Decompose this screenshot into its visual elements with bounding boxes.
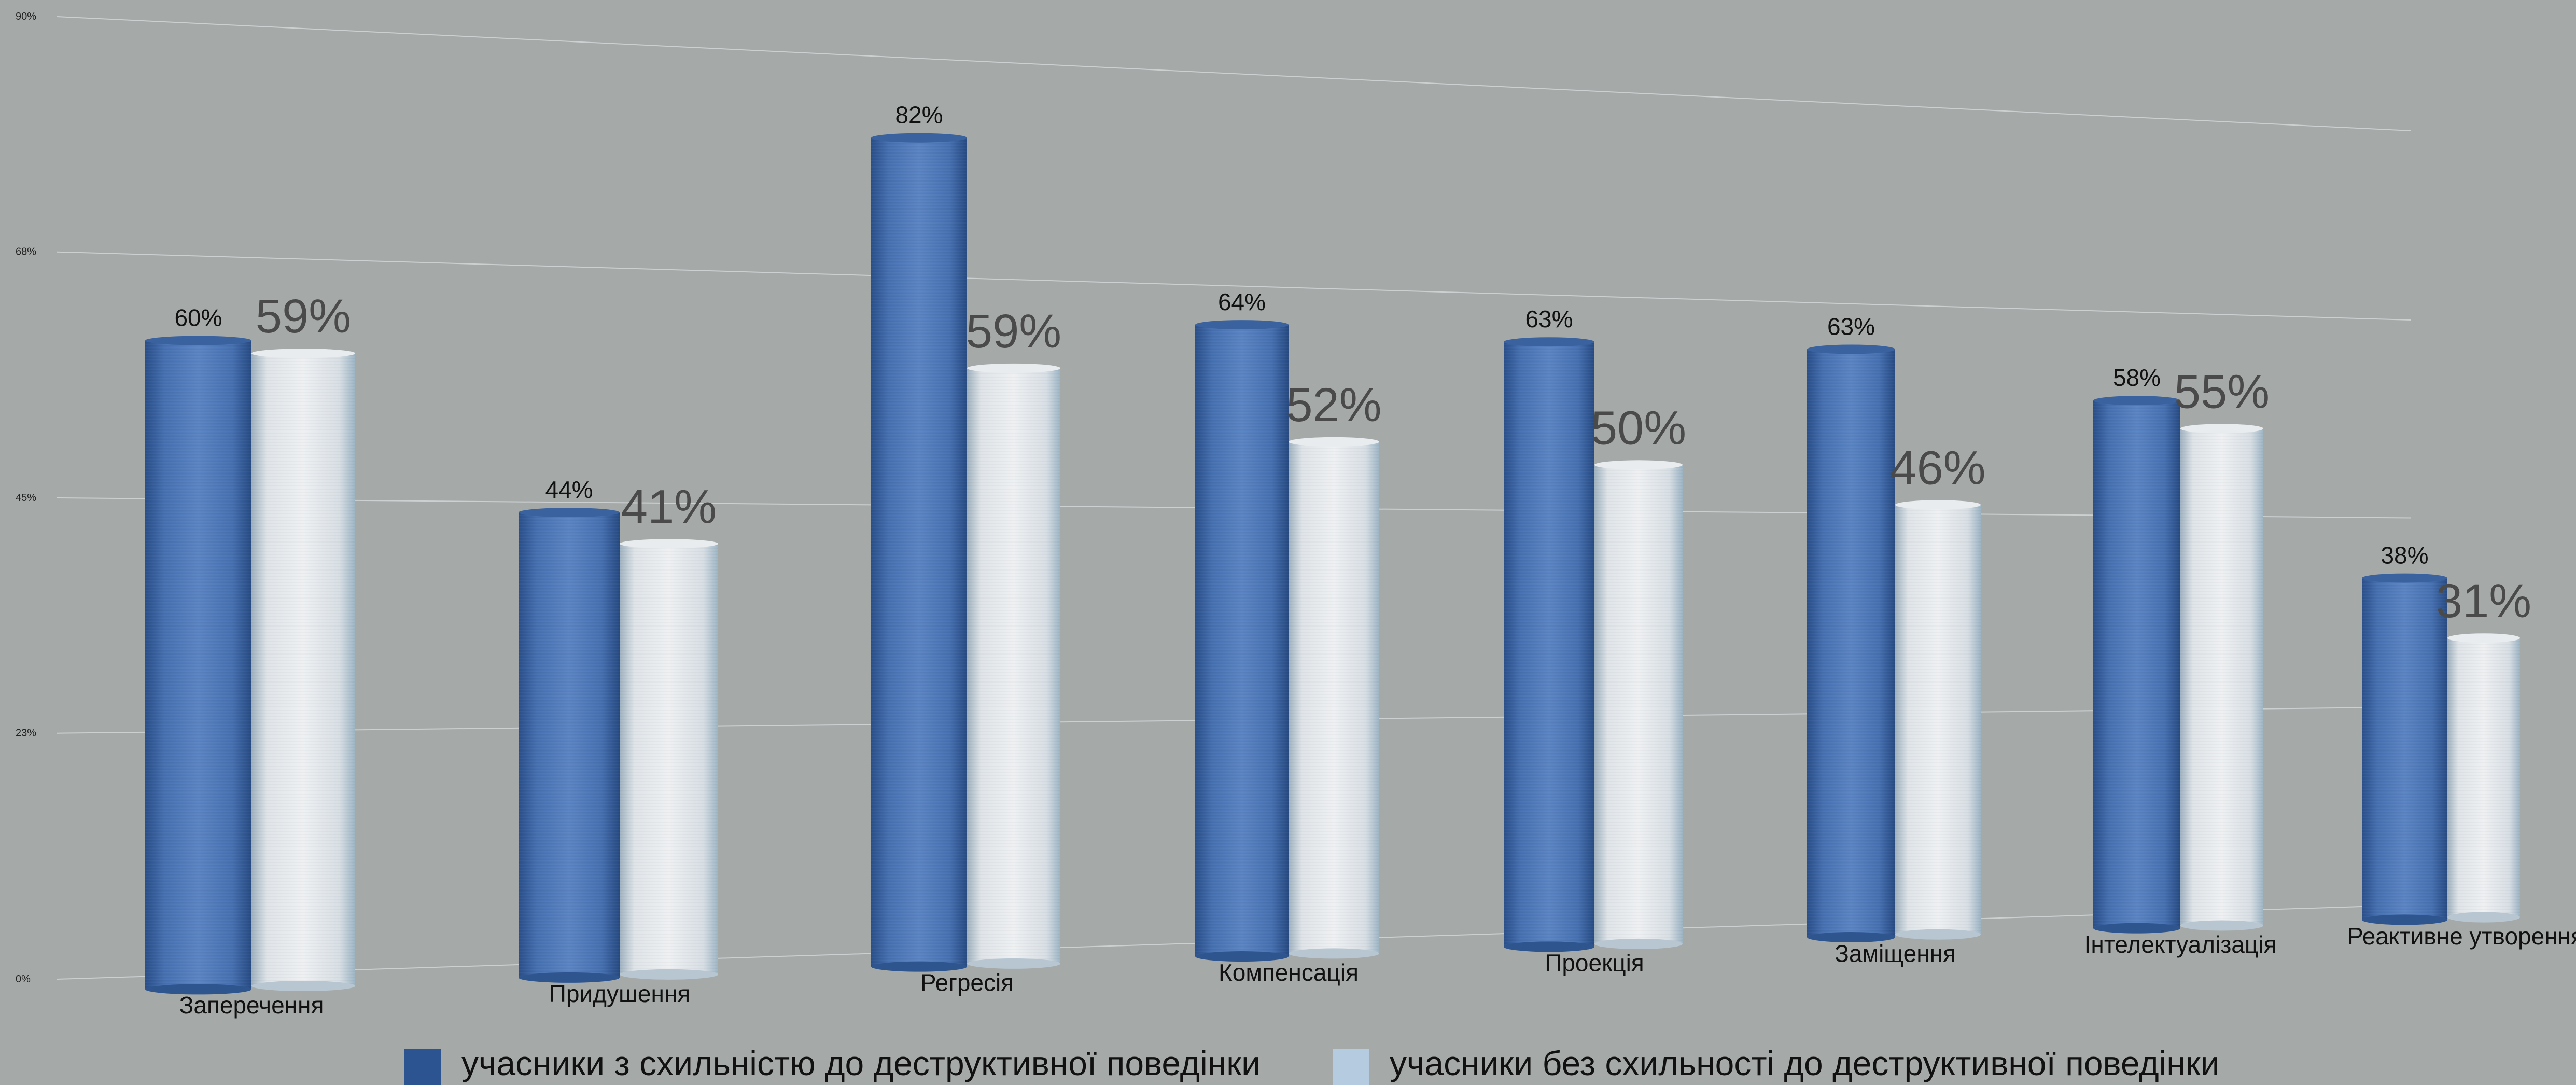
- data-label-series-2: 59%: [256, 290, 351, 343]
- category-label: Заперечення: [179, 992, 324, 1019]
- legend-swatch: [404, 1049, 441, 1085]
- legend-label: учасники без схильності до деструктивної…: [1390, 1044, 2220, 1082]
- legend: учасники з схильністю до деструктивної п…: [404, 1044, 2220, 1085]
- bar-series-1: [2093, 396, 2180, 934]
- data-label-series-2: 46%: [1890, 441, 1985, 494]
- data-label-series-2: 52%: [1286, 379, 1381, 432]
- category-label: Інтелектуалізація: [2084, 931, 2277, 958]
- y-tick-label: 23%: [16, 728, 36, 739]
- bar-series-2: [2180, 424, 2263, 931]
- data-label-series-1: 44%: [545, 476, 593, 503]
- y-tick-label: 90%: [16, 11, 36, 22]
- data-label-series-2: 31%: [2436, 575, 2531, 628]
- data-label-series-1: 82%: [895, 102, 943, 129]
- data-label-series-1: 63%: [1827, 313, 1875, 340]
- bar-series-1: [145, 336, 251, 995]
- gridline: [57, 16, 2412, 131]
- bar-series-2: [1594, 460, 1683, 949]
- bar-series-1: [1504, 337, 1594, 952]
- y-tick-label: 45%: [16, 492, 36, 504]
- bar-series-1: [1195, 320, 1289, 962]
- category-label: Реактивне утворення: [2347, 923, 2576, 950]
- bar-series-1: [2362, 573, 2447, 925]
- category-label: Придушення: [549, 980, 690, 1007]
- data-label-series-2: 50%: [1591, 401, 1686, 454]
- data-label-series-2: 55%: [2174, 365, 2270, 418]
- bar-series-2: [1895, 500, 1981, 940]
- category-label: Проекція: [1545, 950, 1644, 977]
- bar-series-1: [1807, 344, 1895, 943]
- legend-label: учасники з схильністю до деструктивної п…: [461, 1044, 1261, 1082]
- category-label: Регресія: [920, 969, 1014, 996]
- y-tick-label: 68%: [16, 246, 36, 258]
- bar-series-2: [2447, 633, 2520, 923]
- bar-series-1: [871, 133, 967, 972]
- data-label-series-2: 59%: [966, 305, 1061, 358]
- bar-series-2: [967, 363, 1060, 969]
- data-label-series-1: 60%: [174, 304, 222, 331]
- data-labels: 60% 59% 44% 41% 82% 59% 64% 52% 63% 50% 63% 46% 58% 5…: [174, 102, 2531, 628]
- y-axis: 90% 68% 45% 23% 0%: [16, 11, 36, 985]
- data-label-series-1: 63%: [1525, 305, 1573, 332]
- data-label-series-1: 38%: [2381, 542, 2428, 569]
- y-tick-label: 0%: [16, 973, 31, 985]
- bars: [145, 133, 2520, 995]
- bar-series-1: [519, 508, 620, 983]
- bar-series-2: [251, 349, 355, 992]
- legend-item-1: учасники з схильністю до деструктивної п…: [404, 1044, 1261, 1085]
- gridline: [57, 251, 2412, 321]
- category-label: Заміщення: [1835, 940, 1956, 967]
- category-label: Компенсація: [1219, 959, 1359, 986]
- data-label-series-2: 41%: [621, 480, 717, 533]
- legend-swatch: [1333, 1049, 1369, 1085]
- category-labels: Заперечення Придушення Регресія Компенсація…: [179, 923, 2576, 1019]
- bar-series-2: [620, 539, 718, 980]
- data-label-series-1: 64%: [1218, 288, 1266, 315]
- legend-item-2: учасники без схильності до деструктивної…: [1333, 1044, 2220, 1085]
- data-label-series-1: 58%: [2113, 364, 2161, 391]
- bar-series-2: [1289, 437, 1379, 959]
